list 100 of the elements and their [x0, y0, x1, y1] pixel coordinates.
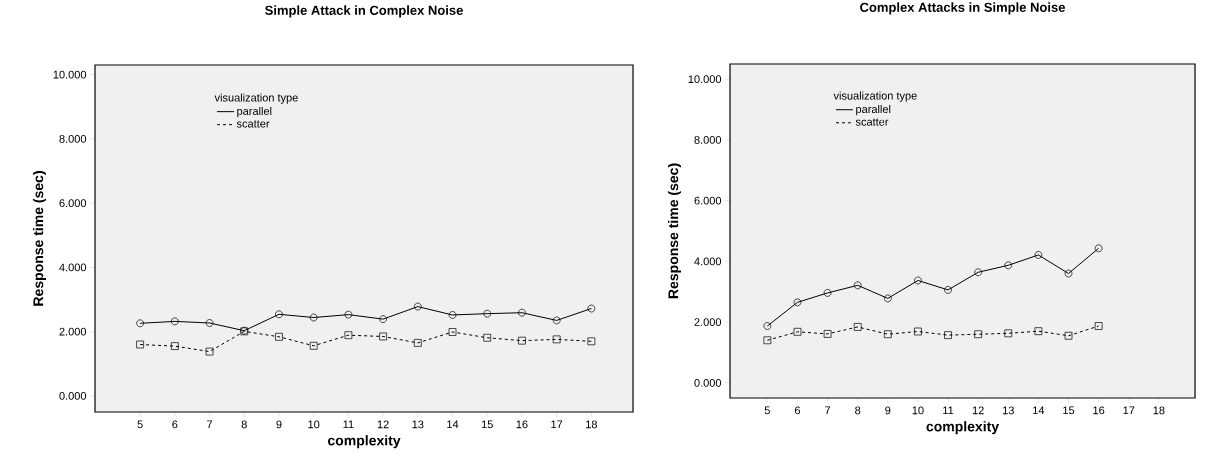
x-tick-label: 10 — [308, 420, 320, 429]
point — [1094, 322, 1103, 330]
point — [205, 319, 214, 327]
x-tick-label: 9 — [276, 420, 282, 429]
legend-label: parallel — [237, 106, 272, 118]
point — [1034, 251, 1043, 259]
point — [1094, 244, 1103, 253]
x-tick-label: 5 — [764, 406, 770, 415]
y-axis-title: Response time (sec) — [32, 171, 47, 306]
x-axis-title: complexity — [926, 421, 1000, 435]
y-tick-label: 6.000 — [694, 196, 722, 205]
y-tick-label: 2.000 — [59, 327, 87, 336]
y-tick-label: 8.000 — [59, 134, 87, 143]
point — [483, 333, 492, 342]
y-tick-label: 10.000 — [53, 70, 87, 79]
point — [587, 337, 596, 346]
y-tick-label: 0.000 — [694, 378, 722, 387]
x-tick-label: 6 — [794, 406, 801, 415]
x-tick-label: 11 — [943, 406, 954, 415]
point — [170, 317, 179, 326]
point — [552, 335, 561, 344]
x-tick-label: 12 — [972, 406, 984, 415]
x-tick-label: 8 — [855, 406, 861, 415]
y-axis-title: Response time (sec) — [667, 163, 682, 299]
point — [793, 327, 802, 336]
x-tick-label: 7 — [207, 420, 213, 429]
x-tick-label: 17 — [1123, 406, 1135, 415]
point — [1064, 331, 1073, 340]
point — [309, 313, 318, 322]
point — [1034, 327, 1043, 336]
point — [448, 311, 457, 319]
x-tick-label: 16 — [1093, 406, 1105, 415]
y-tick-label: 10.000 — [688, 75, 722, 84]
point — [309, 341, 318, 350]
y-tick-label: 8.000 — [694, 135, 722, 144]
point — [136, 340, 144, 349]
y-tick-label: 6.000 — [59, 199, 87, 208]
x-tick-label: 18 — [1153, 406, 1165, 415]
point — [587, 304, 596, 313]
point — [914, 276, 922, 285]
legend-label: scatter — [236, 120, 270, 128]
x-tick-label: 13 — [412, 420, 424, 429]
point — [853, 323, 862, 331]
point — [1004, 261, 1013, 270]
point — [883, 330, 892, 339]
x-axis-title: complexity — [327, 435, 401, 449]
x-tick-label: 6 — [172, 420, 178, 429]
point — [379, 315, 387, 323]
point — [944, 286, 952, 294]
point — [344, 331, 353, 340]
point — [853, 281, 862, 290]
point — [483, 309, 492, 318]
point — [518, 336, 526, 345]
x-tick-label: 17 — [551, 420, 563, 429]
legend-title: visualization type — [214, 93, 298, 104]
y-tick-label: 4.000 — [59, 263, 87, 272]
x-tick-label: 8 — [241, 420, 247, 429]
point — [379, 332, 387, 341]
point — [914, 327, 922, 336]
x-tick-label: 18 — [586, 420, 597, 429]
point — [275, 332, 283, 341]
point — [552, 316, 561, 325]
point — [413, 302, 422, 311]
x-tick-label: 15 — [481, 420, 493, 429]
x-tick-label: 9 — [885, 406, 891, 415]
point — [170, 342, 179, 350]
point — [448, 328, 457, 336]
point — [763, 336, 772, 345]
point — [793, 298, 802, 307]
legend-label: scatter — [855, 118, 889, 126]
legend-label: parallel — [856, 105, 891, 116]
point — [344, 310, 353, 319]
x-tick-label: 14 — [447, 420, 459, 429]
point — [883, 294, 892, 303]
point — [275, 310, 283, 319]
point — [1064, 269, 1073, 278]
x-tick-label: 13 — [1003, 406, 1014, 415]
point — [1004, 329, 1013, 338]
x-tick-label: 7 — [825, 406, 831, 415]
point — [518, 308, 526, 317]
x-tick-label: 12 — [377, 420, 389, 429]
legend-title: visualization type — [833, 91, 917, 102]
point — [823, 289, 832, 297]
y-tick-label: 0.000 — [59, 392, 87, 400]
point — [823, 330, 832, 338]
point — [944, 331, 952, 339]
x-tick-label: 15 — [1063, 406, 1075, 415]
x-tick-label: 10 — [912, 406, 924, 415]
point — [205, 347, 214, 356]
chart-title: Simple Attack in Complex Noise — [265, 5, 463, 18]
y-tick-label: 4.000 — [694, 257, 722, 266]
point — [413, 339, 422, 347]
x-tick-label: 5 — [137, 420, 143, 429]
point — [763, 322, 772, 330]
chart-title: Complex Attacks in Simple Noise — [860, 2, 1065, 15]
x-tick-label: 11 — [343, 420, 354, 429]
y-tick-label: 2.000 — [694, 318, 722, 326]
point — [974, 330, 983, 339]
x-tick-label: 14 — [1033, 406, 1045, 415]
point — [136, 319, 144, 328]
